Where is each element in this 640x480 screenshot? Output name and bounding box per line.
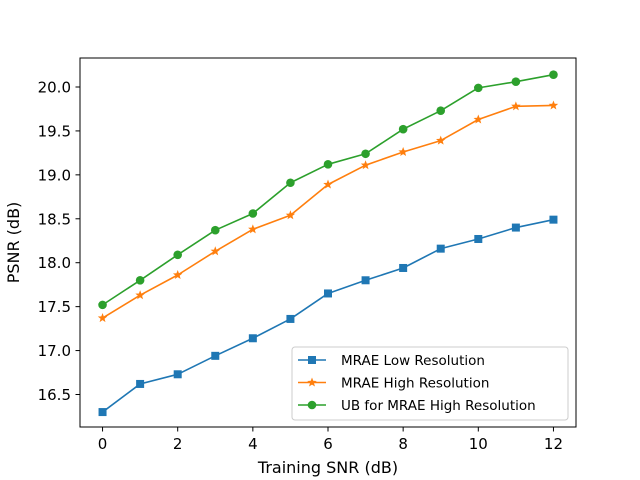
data-point [286, 314, 295, 323]
data-point [549, 70, 558, 79]
y-tick-label: 18.0 [38, 254, 71, 272]
data-point [135, 275, 145, 285]
y-tick-label: 16.5 [38, 386, 71, 404]
legend-label: MRAE Low Resolution [341, 353, 485, 369]
legend-marker [308, 356, 316, 364]
legend-label: MRAE High Resolution [341, 376, 489, 392]
data-point [248, 334, 257, 343]
data-point [211, 351, 220, 360]
y-tick-label: 18.5 [38, 210, 71, 228]
data-point [473, 114, 484, 124]
data-point [286, 178, 295, 188]
legend-label: UB for MRAE High Resolution [341, 398, 536, 414]
data-point [98, 408, 107, 417]
x-axis-title: Training SNR (dB) [257, 458, 398, 477]
x-tick-label: 2 [173, 435, 183, 453]
y-tick-label: 17.5 [38, 298, 71, 316]
data-point [474, 83, 483, 93]
data-point [173, 370, 182, 379]
legend-entry: UB for MRAE High Resolution [298, 398, 536, 414]
data-point [548, 100, 559, 110]
data-point [436, 244, 445, 253]
x-tick-label: 4 [248, 435, 258, 453]
series-layer [97, 70, 559, 417]
axis-ticks: 0 2 4 6 8 10 12 16.5 17.0 17.5 18.0 18.5 19.0 19.5 20.… [38, 78, 563, 453]
data-point [248, 209, 258, 218]
data-point [323, 160, 333, 169]
series-2 [97, 100, 559, 323]
legend-entry: MRAE Low Resolution [298, 353, 485, 369]
data-point [172, 270, 183, 280]
data-point [361, 276, 370, 285]
data-point [549, 215, 558, 224]
data-point [97, 313, 108, 323]
series-1 [98, 215, 558, 417]
data-point [474, 234, 483, 243]
data-point [360, 160, 371, 170]
data-point [361, 149, 370, 159]
legend: MRAE Low Resolution MRAE High Resolution U… [291, 346, 569, 421]
legend-entry: MRAE High Resolution [298, 376, 489, 392]
x-tick-label: 8 [398, 435, 408, 453]
data-point [210, 225, 220, 235]
data-point [435, 135, 446, 145]
data-point [436, 106, 446, 116]
legend-marker [307, 400, 317, 410]
data-point [98, 300, 107, 310]
x-tick-label: 0 [98, 435, 108, 453]
data-point [248, 224, 258, 234]
y-tick-label: 19.5 [38, 122, 71, 140]
data-point [398, 147, 408, 157]
series-line [102, 73, 554, 306]
x-tick-label: 10 [469, 435, 488, 453]
y-axis-title: PSNR (dB) [4, 202, 23, 284]
data-point [323, 179, 333, 189]
data-point [324, 289, 332, 298]
data-point [399, 263, 408, 272]
data-point [135, 290, 145, 300]
series-line [102, 104, 554, 319]
data-point [511, 77, 521, 87]
y-tick-label: 17.0 [38, 342, 71, 360]
legend-box [291, 346, 569, 421]
data-point [511, 101, 521, 111]
x-tick-label: 12 [544, 435, 563, 453]
data-point [285, 210, 296, 220]
data-point [511, 223, 520, 232]
series-3 [98, 70, 558, 310]
y-tick-label: 19.0 [38, 166, 71, 184]
data-point [136, 379, 145, 388]
legend-marker [307, 377, 317, 387]
x-tick-label: 6 [323, 435, 333, 453]
data-point [210, 246, 221, 256]
data-point [173, 250, 182, 260]
data-point [398, 124, 408, 134]
y-tick-label: 20.0 [38, 78, 71, 96]
